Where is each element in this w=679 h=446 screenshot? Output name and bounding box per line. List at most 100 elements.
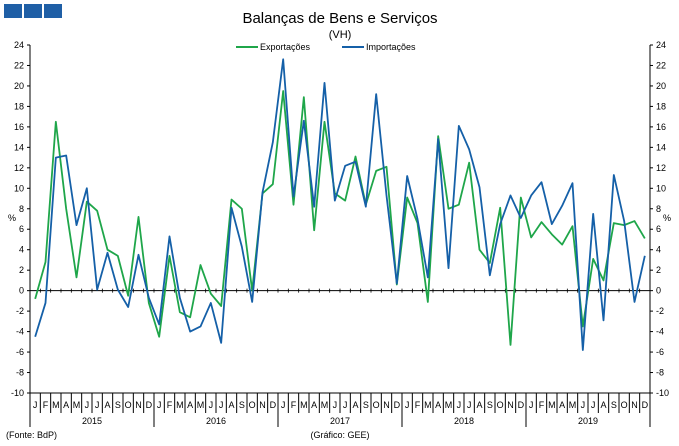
x-tick-label-month: J bbox=[157, 400, 162, 410]
footer-source: (Fonte: BdP) bbox=[6, 430, 57, 440]
x-tick-label-month: S bbox=[115, 400, 121, 410]
x-tick-label-month: F bbox=[539, 400, 545, 410]
x-tick-label-month: A bbox=[187, 400, 193, 410]
y-tick-label-right: 6 bbox=[656, 224, 661, 234]
x-tick-label-month: N bbox=[383, 400, 390, 410]
y-tick-label-right: -4 bbox=[656, 327, 664, 337]
x-tick-label-month: J bbox=[333, 400, 338, 410]
y-tick-label-left: -6 bbox=[16, 347, 24, 357]
x-tick-label-month: A bbox=[104, 400, 110, 410]
x-tick-label-month: A bbox=[352, 400, 358, 410]
logo-block bbox=[4, 4, 22, 18]
x-tick-label-month: M bbox=[300, 400, 308, 410]
y-tick-label-right: 22 bbox=[656, 60, 666, 70]
x-tick-label-month: O bbox=[373, 400, 380, 410]
y-tick-label-right: -10 bbox=[656, 388, 669, 398]
y-tick-label-right: 14 bbox=[656, 142, 666, 152]
x-tick-label-month: N bbox=[135, 400, 142, 410]
y-tick-label-left: -2 bbox=[16, 306, 24, 316]
y-tick-label-right: 0 bbox=[656, 286, 661, 296]
y-tick-label-right: -2 bbox=[656, 306, 664, 316]
x-tick-label-month: O bbox=[249, 400, 256, 410]
x-tick-label-month: D bbox=[146, 400, 153, 410]
y-tick-label-right: 2 bbox=[656, 265, 661, 275]
y-tick-label-right: 20 bbox=[656, 81, 666, 91]
y-tick-label-left: -4 bbox=[16, 327, 24, 337]
series-line-imports bbox=[34, 58, 646, 351]
x-tick-label-year: 2016 bbox=[206, 416, 226, 426]
x-tick-label-month: J bbox=[405, 400, 410, 410]
y-tick-label-left: 20 bbox=[14, 81, 24, 91]
x-tick-label-month: M bbox=[197, 400, 205, 410]
x-tick-label-month: M bbox=[52, 400, 60, 410]
x-tick-label-month: M bbox=[445, 400, 453, 410]
y-tick-label-left: 22 bbox=[14, 60, 24, 70]
y-tick-label-right: 18 bbox=[656, 101, 666, 111]
logo-block bbox=[24, 4, 42, 18]
x-tick-label-month: J bbox=[33, 400, 38, 410]
x-tick-label-month: J bbox=[467, 400, 472, 410]
x-tick-label-year: 2017 bbox=[330, 416, 350, 426]
series-line-exports bbox=[34, 90, 646, 346]
y-tick-label-left: 16 bbox=[14, 122, 24, 132]
y-tick-label-right: 24 bbox=[656, 40, 666, 50]
x-tick-label-month: J bbox=[85, 400, 90, 410]
x-tick-label-month: S bbox=[239, 400, 245, 410]
legend: Exportações Importações bbox=[236, 42, 416, 52]
x-tick-label-month: D bbox=[394, 400, 401, 410]
y-tick-label-left: 6 bbox=[19, 224, 24, 234]
y-tick-label-left: 2 bbox=[19, 265, 24, 275]
x-tick-label-month: F bbox=[415, 400, 421, 410]
x-tick-label-month: A bbox=[559, 400, 565, 410]
x-tick-label-month: N bbox=[259, 400, 266, 410]
x-tick-label-month: D bbox=[642, 400, 649, 410]
y-tick-label-left: -8 bbox=[16, 368, 24, 378]
x-tick-label-month: O bbox=[125, 400, 132, 410]
x-tick-label-month: D bbox=[270, 400, 277, 410]
y-tick-label-right: -8 bbox=[656, 368, 664, 378]
y-axis-label-left: % bbox=[8, 213, 16, 223]
y-tick-label-right: 4 bbox=[656, 245, 661, 255]
x-tick-label-month: O bbox=[497, 400, 504, 410]
x-tick-label-month: J bbox=[219, 400, 224, 410]
x-tick-label-month: J bbox=[343, 400, 348, 410]
x-tick-label-month: J bbox=[529, 400, 534, 410]
x-tick-label-month: S bbox=[363, 400, 369, 410]
x-tick-label-month: M bbox=[569, 400, 577, 410]
y-tick-label-left: 10 bbox=[14, 183, 24, 193]
x-tick-label-month: S bbox=[487, 400, 493, 410]
logo-block bbox=[44, 4, 62, 18]
y-tick-label-right: 16 bbox=[656, 122, 666, 132]
x-tick-label-year: 2018 bbox=[454, 416, 474, 426]
x-tick-label-month: S bbox=[611, 400, 617, 410]
chart-subtitle: (VH) bbox=[329, 29, 352, 41]
series-lines bbox=[34, 58, 646, 351]
y-tick-label-right: -6 bbox=[656, 347, 664, 357]
x-tick-label-month: O bbox=[621, 400, 628, 410]
x-tick-label-month: J bbox=[457, 400, 462, 410]
bdp-logo bbox=[4, 4, 62, 18]
x-tick-label-month: M bbox=[424, 400, 432, 410]
y-tick-label-left: -10 bbox=[11, 388, 24, 398]
x-tick-label-month: D bbox=[518, 400, 525, 410]
x-tick-label-month: F bbox=[167, 400, 173, 410]
x-tick-label-month: A bbox=[311, 400, 317, 410]
x-tick-label-month: N bbox=[507, 400, 514, 410]
chart-title: Balanças de Bens e Serviços bbox=[242, 10, 437, 27]
x-tick-label-year: 2019 bbox=[578, 416, 598, 426]
x-tick-label-month: A bbox=[476, 400, 482, 410]
x-tick-label-month: N bbox=[631, 400, 638, 410]
x-tick-label-month: M bbox=[548, 400, 556, 410]
x-tick-label-month: J bbox=[95, 400, 100, 410]
x-tick-label-year: 2015 bbox=[82, 416, 102, 426]
x-tick-label-month: J bbox=[281, 400, 286, 410]
y-tick-label-left: 4 bbox=[19, 245, 24, 255]
x-tick-label-month: A bbox=[228, 400, 234, 410]
y-tick-label-left: 14 bbox=[14, 142, 24, 152]
y-tick-label-right: 10 bbox=[656, 183, 666, 193]
x-tick-label-month: M bbox=[176, 400, 184, 410]
x-tick-label-month: J bbox=[591, 400, 596, 410]
x-tick-label-month: F bbox=[291, 400, 297, 410]
